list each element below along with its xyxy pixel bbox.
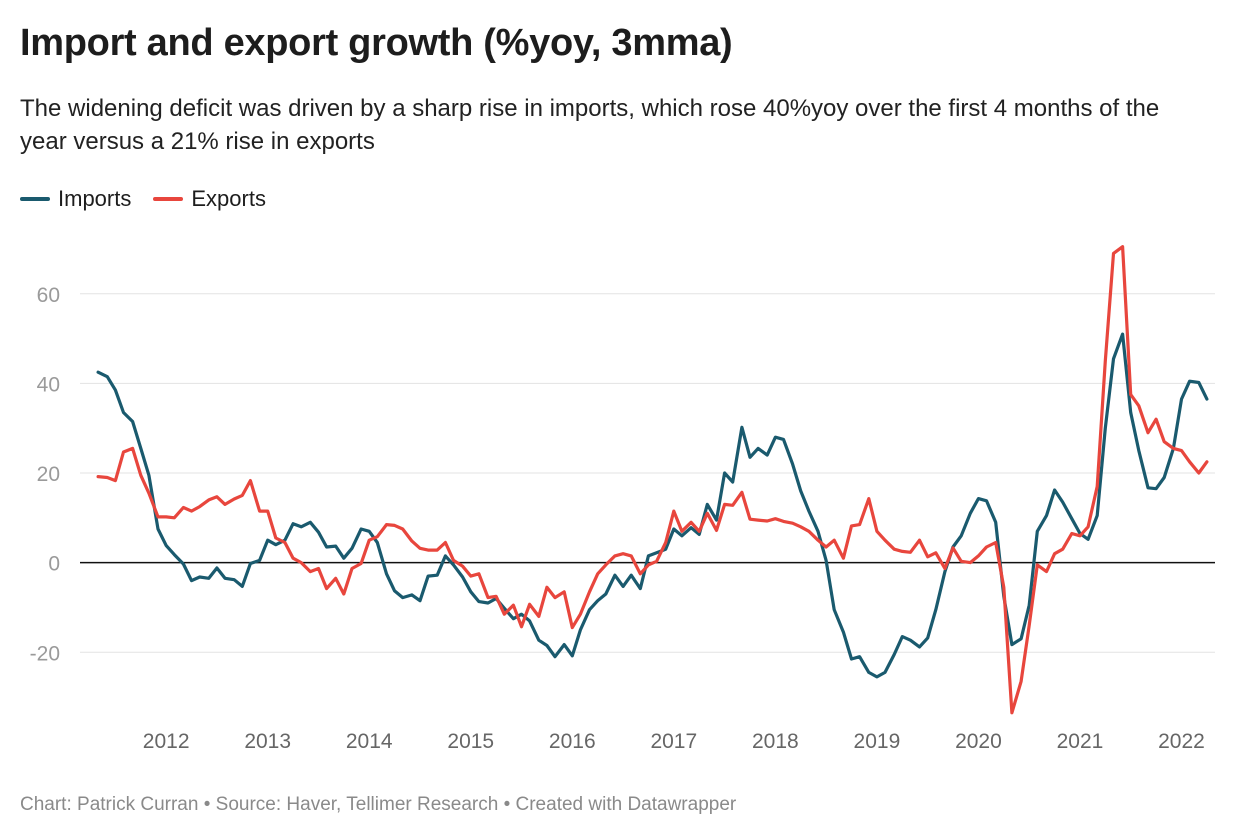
legend-label-imports: Imports: [58, 186, 132, 211]
x-tick-label: 2020: [955, 730, 1002, 753]
legend: Imports Exports: [20, 186, 288, 212]
y-tick-label: 0: [48, 553, 60, 576]
series-line-imports: [96, 332, 1209, 679]
x-tick-label: 2019: [854, 730, 901, 753]
x-tick-label: 2021: [1057, 730, 1104, 753]
x-tick-label: 2017: [650, 730, 697, 753]
x-tick-label: 2015: [447, 730, 494, 753]
x-tick-label: 2013: [244, 730, 291, 753]
x-tick-label: 2022: [1158, 730, 1205, 753]
legend-item-exports: Exports: [153, 186, 266, 212]
x-tick-label: 2014: [346, 730, 393, 753]
x-tick-label: 2018: [752, 730, 799, 753]
y-tick-label: -20: [30, 642, 60, 665]
x-tick-label: 2016: [549, 730, 596, 753]
x-tick-label: 2012: [143, 730, 190, 753]
chart-title: Import and export growth (%yoy, 3mma): [20, 22, 733, 64]
y-tick-label: 60: [37, 284, 60, 307]
series-line-exports: [96, 245, 1209, 715]
chart-footer: Chart: Patrick Curran • Source: Haver, T…: [20, 794, 737, 815]
legend-item-imports: Imports: [20, 186, 131, 212]
legend-label-exports: Exports: [191, 186, 266, 211]
y-tick-label: 20: [37, 463, 60, 486]
chart-subtitle: The widening deficit was driven by a sha…: [20, 95, 1160, 155]
y-tick-label: 40: [37, 373, 60, 396]
legend-swatch-exports: [153, 197, 184, 201]
legend-swatch-imports: [20, 197, 50, 201]
